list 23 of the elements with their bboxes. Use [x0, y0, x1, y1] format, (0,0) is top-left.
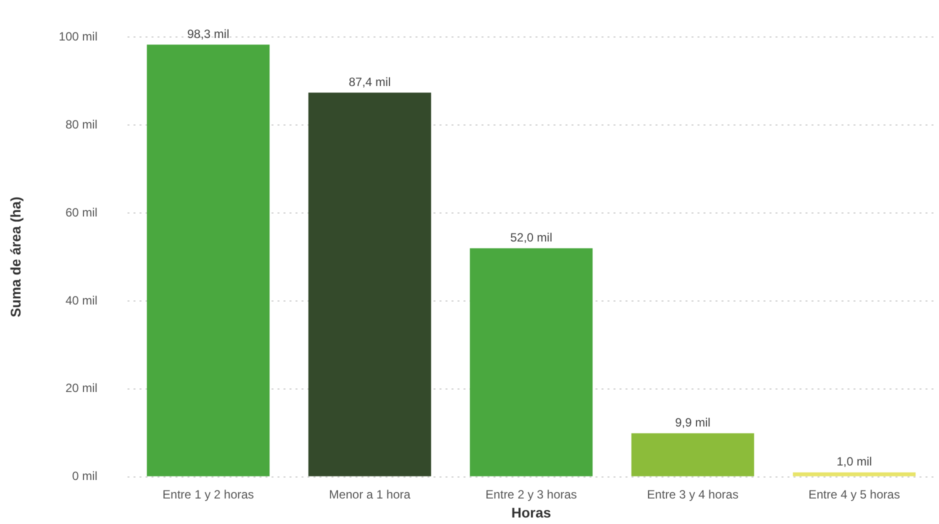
bar — [631, 433, 754, 476]
data-label: 98,3 mil — [187, 26, 230, 41]
x-tick-label: Entre 4 y 5 horas — [808, 487, 900, 502]
y-tick-label: 60 mil — [65, 205, 98, 220]
data-label: 9,9 mil — [675, 416, 710, 430]
y-tick-label: 0 mil — [72, 469, 98, 484]
y-tick-label: 80 mil — [65, 117, 98, 132]
x-tick-label: Entre 1 y 2 horas — [162, 487, 254, 502]
x-axis-title: Horas — [511, 504, 552, 520]
bar — [792, 472, 916, 476]
y-tick-label: 20 mil — [65, 381, 98, 396]
data-label: 1,0 mil — [836, 454, 872, 469]
data-label: 52,0 mil — [510, 230, 552, 245]
bar — [470, 248, 593, 476]
y-tick-label: 100 mil — [58, 30, 98, 44]
y-tick-label: 40 mil — [65, 293, 98, 308]
x-tick-label: Menor a 1 hora — [329, 487, 411, 502]
bar — [308, 92, 432, 476]
x-tick-label: Entre 3 y 4 horas — [647, 487, 738, 502]
x-tick-label: Entre 2 y 3 horas — [486, 487, 577, 502]
data-label: 87,4 mil — [348, 74, 391, 89]
bar — [146, 44, 270, 476]
y-axis-title: Suma de área (ha) — [7, 196, 24, 318]
